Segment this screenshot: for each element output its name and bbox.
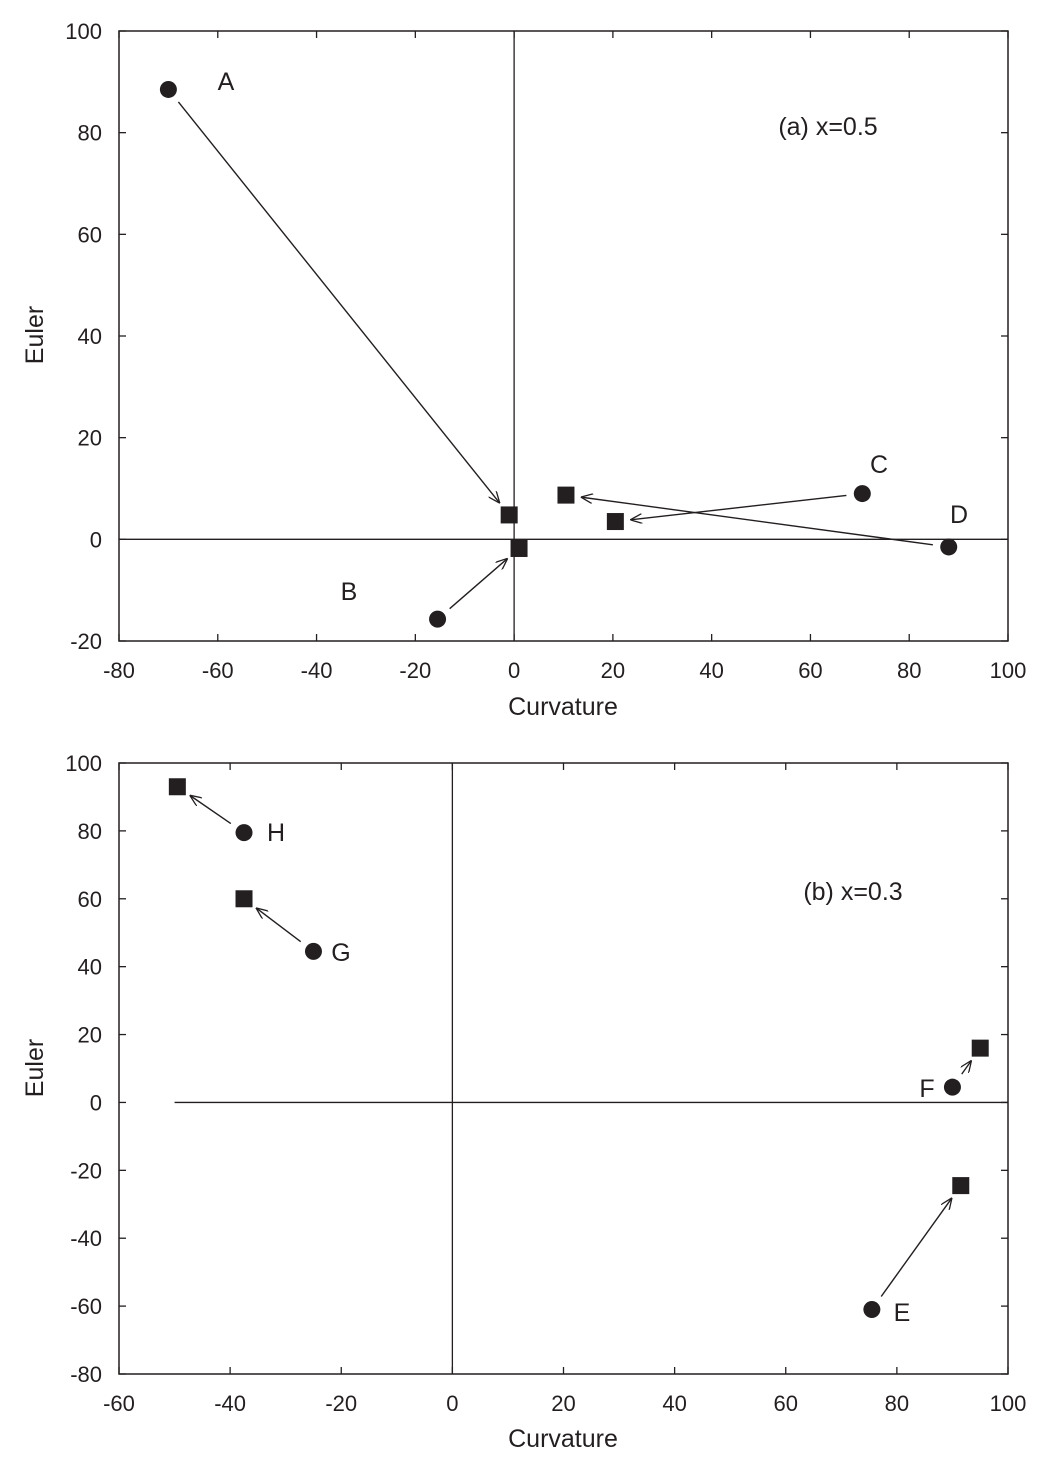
chart-a-xtick-label: 0 bbox=[508, 658, 520, 683]
chart-b-point-label-e: E bbox=[894, 1299, 911, 1327]
chart-a-point-a-start bbox=[159, 80, 177, 98]
chart-b-point-g-end bbox=[235, 890, 253, 908]
chart-a-xtick-label: 80 bbox=[897, 658, 921, 683]
chart-b-plot-frame bbox=[118, 762, 1009, 1375]
chart-b-point-label-f: F bbox=[919, 1075, 934, 1103]
chart-a-arrow-a bbox=[177, 101, 499, 503]
chart-a-point-label-b: B bbox=[341, 578, 358, 606]
chart-b-ytick-label: -40 bbox=[70, 1226, 102, 1251]
chart-b-point-e-start bbox=[863, 1301, 881, 1319]
chart-a-ytick-label: -20 bbox=[70, 629, 102, 654]
chart-b-ytick-label: 40 bbox=[78, 955, 102, 980]
chart-a-point-b-start bbox=[429, 610, 447, 628]
chart-b-arrow-g bbox=[256, 908, 302, 943]
chart-b-xtick-label: 80 bbox=[885, 1391, 909, 1416]
chart-b-point-h-start bbox=[235, 824, 253, 842]
chart-b-xtick-label: 0 bbox=[446, 1391, 458, 1416]
chart-a-ytick-label: 60 bbox=[78, 222, 102, 247]
chart-a-point-c-end bbox=[606, 513, 624, 531]
chart-a-xtick-label: 100 bbox=[990, 658, 1027, 683]
chart-b-point-f-start bbox=[943, 1078, 961, 1096]
chart-a-xtick-label: 40 bbox=[699, 658, 723, 683]
chart-a-point-d-start bbox=[940, 538, 958, 556]
chart-b-point-label-g: G bbox=[331, 939, 350, 967]
chart-b-xtick-label: -40 bbox=[214, 1391, 246, 1416]
chart-a-arrow-d bbox=[581, 497, 933, 546]
chart-b-point-g-start bbox=[304, 942, 322, 960]
chart-b-point-label-h: H bbox=[267, 819, 285, 847]
chart-a-point-label-c: C bbox=[870, 451, 888, 479]
chart-b-xtick-label: 100 bbox=[990, 1391, 1027, 1416]
chart-b-ylabel: Euler bbox=[21, 1039, 49, 1097]
chart-a-ytick-label: 80 bbox=[78, 121, 102, 146]
chart-a-ytick-label: 40 bbox=[78, 324, 102, 349]
chart-a-point-label-a: A bbox=[218, 68, 235, 96]
chart-b-xlabel: Curvature bbox=[508, 1425, 618, 1453]
chart-b-ytick-label: 60 bbox=[78, 887, 102, 912]
chart-a-arrow-c bbox=[630, 494, 847, 519]
chart-b-ytick-label: -80 bbox=[70, 1362, 102, 1387]
chart-a-arrow-b bbox=[449, 558, 508, 610]
chart-b-xtick-label: 20 bbox=[551, 1391, 575, 1416]
chart-a-point-a-end bbox=[500, 506, 518, 524]
chart-b-arrow-e bbox=[880, 1198, 952, 1297]
chart-b-point-h-end bbox=[168, 778, 186, 796]
chart-a-xtick-label: 20 bbox=[601, 658, 625, 683]
chart-a-ylabel: Euler bbox=[21, 306, 49, 364]
chart-b-ytick-label: -60 bbox=[70, 1294, 102, 1319]
chart-a-ytick-label: 20 bbox=[78, 426, 102, 451]
chart-a-ytick-label: 0 bbox=[90, 527, 102, 552]
chart-b-xtick-label: -20 bbox=[325, 1391, 357, 1416]
chart-a-point-label-d: D bbox=[950, 501, 968, 529]
chart-a-xtick-label: -80 bbox=[103, 658, 135, 683]
chart-a-xtick-label: -20 bbox=[399, 658, 431, 683]
chart-b-xtick-label: -60 bbox=[103, 1391, 135, 1416]
chart-b-arrow-f bbox=[962, 1060, 972, 1075]
chart-b-ytick-label: -20 bbox=[70, 1158, 102, 1183]
chart-b-ytick-label: 0 bbox=[90, 1090, 102, 1115]
chart-b-xtick-label: 40 bbox=[662, 1391, 686, 1416]
chart-a-xtick-label: -40 bbox=[301, 658, 333, 683]
chart-a-annotation: (a) x=0.5 bbox=[778, 113, 877, 141]
chart-a-point-b-end bbox=[510, 539, 528, 557]
chart-b-point-e-end bbox=[952, 1177, 970, 1195]
chart-a-xtick-label: -60 bbox=[202, 658, 234, 683]
chart-b-ytick-label: 100 bbox=[65, 751, 102, 776]
chart-a-xtick-label: 60 bbox=[798, 658, 822, 683]
chart-a-xlabel: Curvature bbox=[508, 693, 618, 721]
chart-b-point-f-end bbox=[971, 1039, 989, 1057]
chart-a-point-d-end bbox=[557, 486, 575, 504]
chart-b-ytick-label: 20 bbox=[78, 1023, 102, 1048]
chart-b-ytick-label: 80 bbox=[78, 819, 102, 844]
chart-b-arrow-h bbox=[190, 795, 232, 825]
chart-b-annotation: (b) x=0.3 bbox=[803, 878, 902, 906]
chart-a-ytick-label: 100 bbox=[65, 19, 102, 44]
chart-a-point-c-start bbox=[853, 485, 871, 503]
chart-b-xtick-label: 60 bbox=[774, 1391, 798, 1416]
